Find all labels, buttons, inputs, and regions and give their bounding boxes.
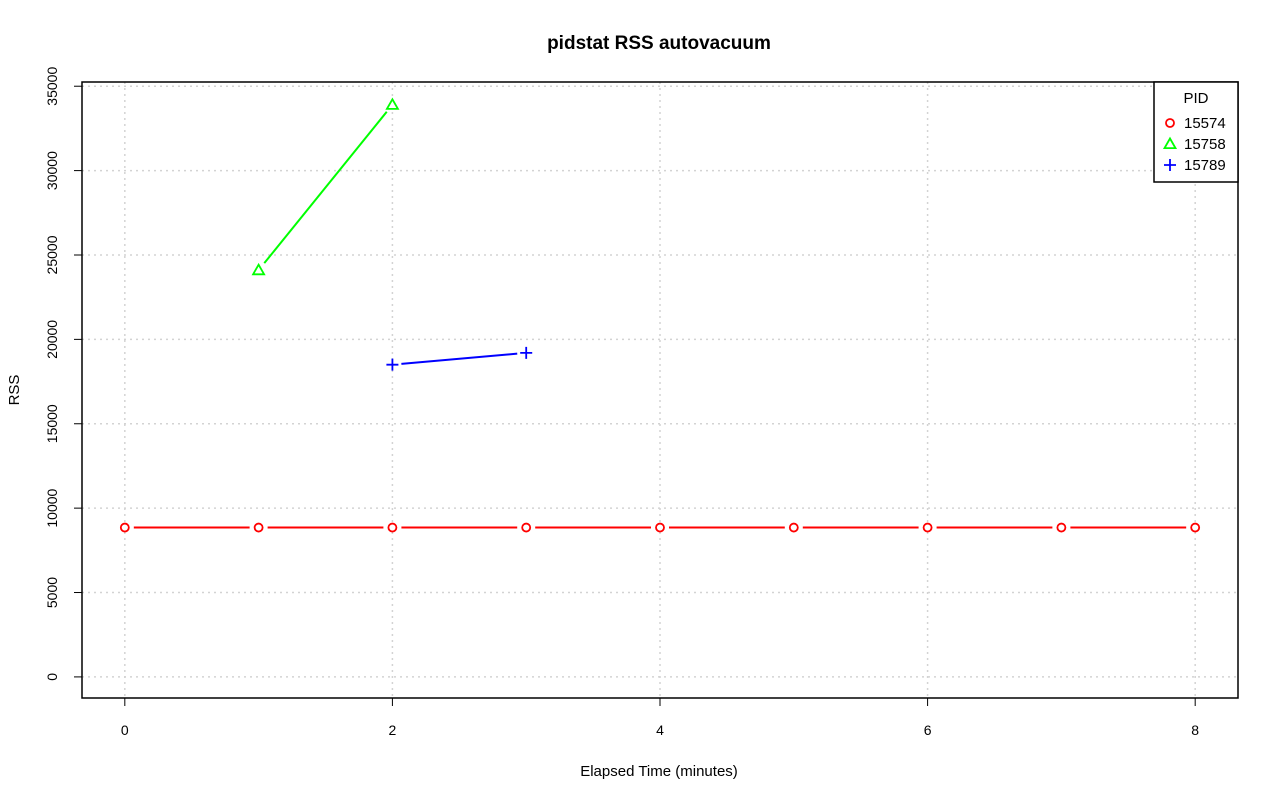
- y-tick-label: 35000: [44, 67, 60, 106]
- y-tick-label: 20000: [44, 320, 60, 359]
- plus-marker: [1164, 159, 1176, 171]
- circle-marker: [521, 522, 532, 533]
- circle-marker: [387, 522, 398, 533]
- series-15789: [386, 346, 533, 371]
- series-line-segment: [401, 352, 518, 365]
- x-tick-label: 4: [656, 722, 664, 738]
- y-tick-label: 10000: [44, 488, 60, 527]
- y-axis: 0 5000 10000 15000 20000 25000 30000 35000: [44, 67, 82, 681]
- legend: PID 15574 15758 15789: [1153, 81, 1239, 183]
- series-line-segment: [263, 111, 388, 264]
- plot-frame: [81, 81, 1239, 699]
- y-tick-label: 0: [44, 673, 60, 681]
- circle-marker: [1056, 522, 1067, 533]
- x-tick-label: 2: [389, 722, 397, 738]
- triangle-marker: [251, 262, 266, 276]
- chart-title: pidstat RSS autovacuum: [547, 33, 771, 54]
- plus-marker: [520, 346, 533, 359]
- x-tick-label: 0: [121, 722, 129, 738]
- x-tick-label: 8: [1191, 722, 1199, 738]
- x-tick-label: 6: [924, 722, 932, 738]
- y-tick-label: 30000: [44, 151, 60, 190]
- circle-marker: [788, 522, 799, 533]
- series-layer: [119, 97, 1201, 533]
- legend-label: 15758: [1184, 136, 1226, 153]
- series-15574: [119, 522, 1201, 533]
- y-tick-label: 25000: [44, 235, 60, 274]
- x-axis-label: Elapsed Time (minutes): [580, 763, 738, 780]
- circle-marker: [1165, 118, 1175, 128]
- legend-title: PID: [1183, 90, 1208, 107]
- plus-marker: [386, 358, 399, 371]
- triangle-marker: [385, 97, 400, 110]
- legend-label: 15789: [1184, 157, 1226, 174]
- circle-marker: [253, 522, 264, 533]
- x-axis: 0 2 4 6 8: [121, 698, 1199, 738]
- y-axis-label: RSS: [6, 375, 23, 406]
- legend-label: 15574: [1184, 115, 1226, 132]
- y-tick-label: 15000: [44, 404, 60, 443]
- circle-marker: [119, 522, 130, 533]
- circle-marker: [1190, 522, 1201, 533]
- circle-marker: [922, 522, 933, 533]
- triangle-marker: [1162, 136, 1178, 150]
- y-tick-label: 5000: [44, 577, 60, 608]
- grid: [82, 82, 1238, 698]
- series-15758: [251, 97, 400, 276]
- circle-marker: [655, 522, 665, 533]
